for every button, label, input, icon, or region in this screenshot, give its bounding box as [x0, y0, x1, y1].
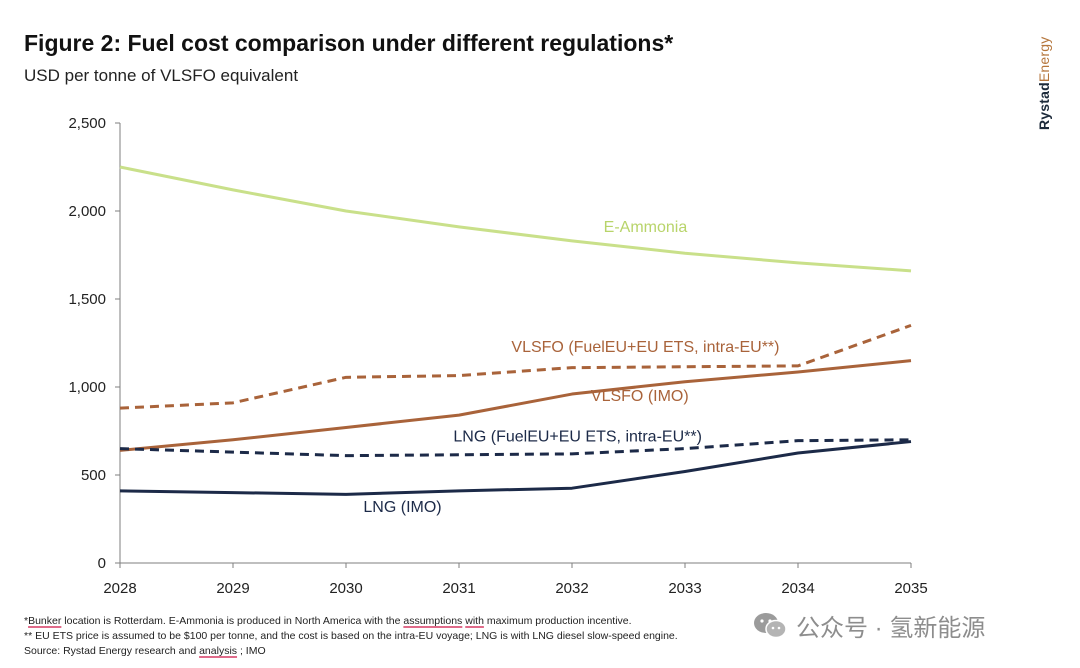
x-tick-label: 2029 — [216, 580, 249, 597]
series-label-lng-fueleu-eu-ets-intra-eu: LNG (FuelEU+EU ETS, intra-EU**) — [453, 429, 702, 446]
y-tick-label: 1,000 — [68, 379, 106, 396]
series-line-vlsfo-imo — [119, 359, 912, 452]
series-line-vlsfo-fueleu-eu-ets-intra-eu — [119, 323, 912, 410]
x-tick-label: 2032 — [555, 580, 588, 597]
source-note: Source: Rystad Energy research and analy… — [24, 645, 266, 657]
footnotes: *Bunker location is Rotterdam. E-Ammonia… — [24, 614, 678, 659]
series-label-vlsfo-imo: VLSFO (IMO) — [591, 388, 689, 405]
y-tick-label: 2,500 — [68, 115, 106, 132]
series-line-lng-fueleu-eu-ets-intra-eu — [119, 438, 912, 458]
x-tick-label: 2035 — [894, 580, 927, 597]
watermark: 公众号 · 氢新能源 — [752, 608, 985, 643]
y-tick-label: 1,500 — [68, 291, 106, 308]
x-tick-label: 2033 — [668, 580, 701, 597]
x-tick-label: 2028 — [103, 580, 136, 597]
watermark-text: 公众号 · 氢新能源 — [796, 615, 986, 642]
x-tick-label: 2030 — [329, 580, 362, 597]
y-tick-label: 500 — [81, 467, 106, 484]
series-label-lng-imo: LNG (IMO) — [363, 499, 441, 516]
footnote-2: ** EU ETS price is assumed to be $100 pe… — [24, 630, 678, 642]
x-tick-label: 2034 — [781, 580, 814, 597]
series-line-lng-imo — [119, 440, 912, 496]
wechat-icon — [754, 612, 787, 638]
chart-subtitle: USD per tonne of VLSFO equivalent — [24, 66, 299, 85]
x-tick-label: 2031 — [442, 580, 475, 597]
series-label-e-ammonia: E-Ammonia — [604, 219, 688, 236]
series-line-e-ammonia — [119, 165, 912, 273]
y-tick-label: 2,000 — [68, 203, 106, 220]
y-tick-label: 0 — [98, 555, 106, 572]
series-label-vlsfo-fueleu-eu-ets-intra-eu: VLSFO (FuelEU+EU ETS, intra-EU**) — [511, 339, 779, 356]
footnote-1: *Bunker location is Rotterdam. E-Ammonia… — [24, 615, 632, 627]
chart-title: Figure 2: Fuel cost comparison under dif… — [24, 30, 674, 56]
